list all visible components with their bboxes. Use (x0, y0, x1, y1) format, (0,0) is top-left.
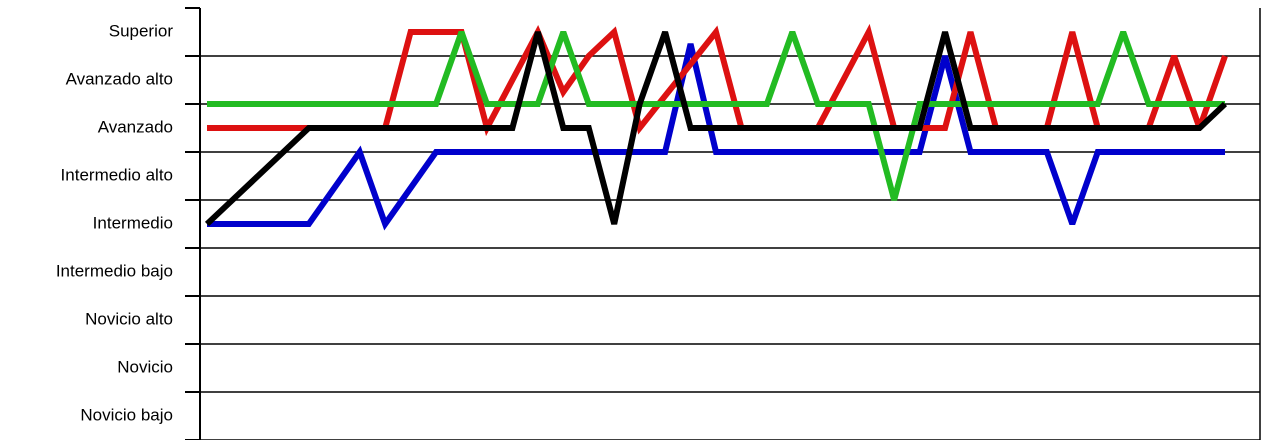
y-tick-label: Novicio alto (85, 309, 173, 328)
y-tick-label: Novicio bajo (80, 405, 173, 424)
y-tick-label: Novicio (117, 357, 173, 376)
series-line (207, 43, 1225, 231)
y-tick-label: Intermedio (93, 213, 173, 232)
y-tick-label: Intermedio alto (61, 165, 173, 184)
y-tick-label: Avanzado alto (66, 69, 173, 88)
series-line (204, 31, 1228, 227)
y-tick-label: Intermedio bajo (56, 261, 173, 280)
y-tick-label: Superior (109, 21, 174, 40)
series-line (207, 23, 1228, 137)
series-line (207, 31, 1225, 201)
y-tick-label: Avanzado (98, 117, 173, 136)
